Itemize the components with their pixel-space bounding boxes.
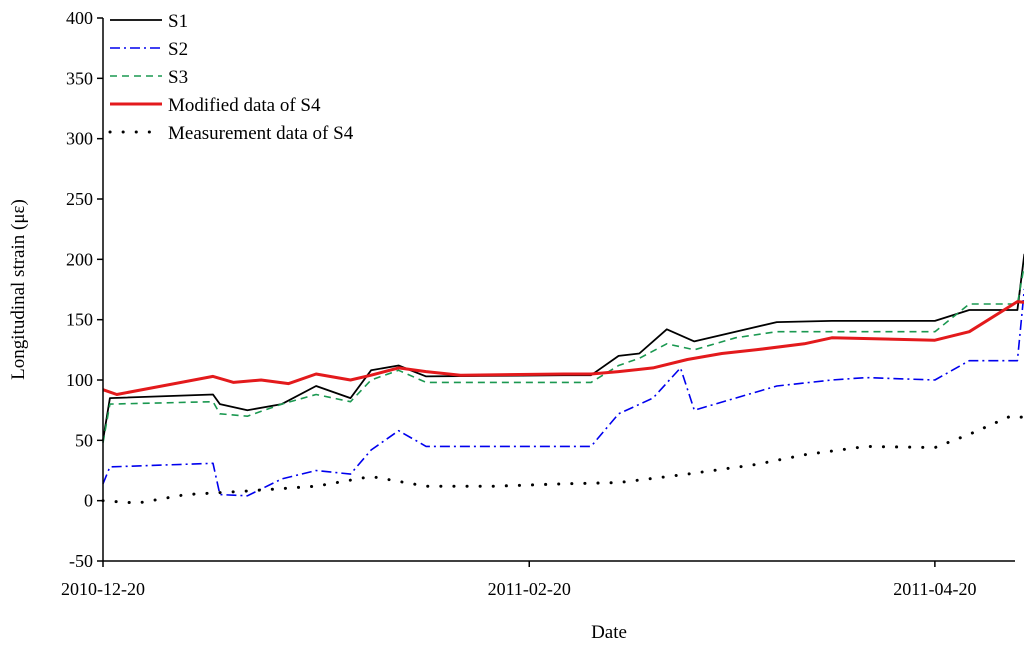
series-line-1 [102,253,1024,441]
series-layer [101,253,1024,505]
x-axis-ticks: 2010-12-202011-02-202011-04-202011-06-20… [61,561,977,599]
series-line-4 [102,300,1024,396]
x-tick-label: 2011-02-20 [488,579,571,599]
y-tick-label: 300 [66,129,93,149]
y-tick-label: 200 [66,249,93,269]
series-line-2 [102,288,1024,497]
x-axis-title: Date [591,622,627,643]
y-axis-ticks: -50 0 50 100 150 200 250 300 350 400 [66,8,103,571]
legend-label-4: Modified data of S4 [168,95,321,116]
y-tick-label: 150 [66,310,93,330]
legend-label-2: S2 [168,39,188,60]
y-tick-label: -50 [69,551,93,571]
y-axis-title: Longitudinal strain (με) [8,199,29,380]
y-tick-label: 400 [66,8,93,28]
y-tick-label: 100 [66,370,93,390]
y-tick-label: 350 [66,68,93,88]
y-tick-label: 250 [66,189,93,209]
y-tick-label: 0 [84,491,93,511]
legend-label-5: Measurement data of S4 [168,123,354,144]
legend: S1 S2 S3 Modified data of S4 Measurement dat… [108,11,354,144]
x-tick-label: 2010-12-20 [61,579,145,599]
y-tick-label: 50 [75,430,93,450]
legend-label-3: S3 [168,67,188,88]
legend-label-1: S1 [168,11,188,32]
series-line-5 [101,414,1024,505]
x-tick-label: 2011-04-20 [893,579,976,599]
plot-area: 2010-12-202011-02-202011-04-202011-06-20… [61,8,1024,599]
